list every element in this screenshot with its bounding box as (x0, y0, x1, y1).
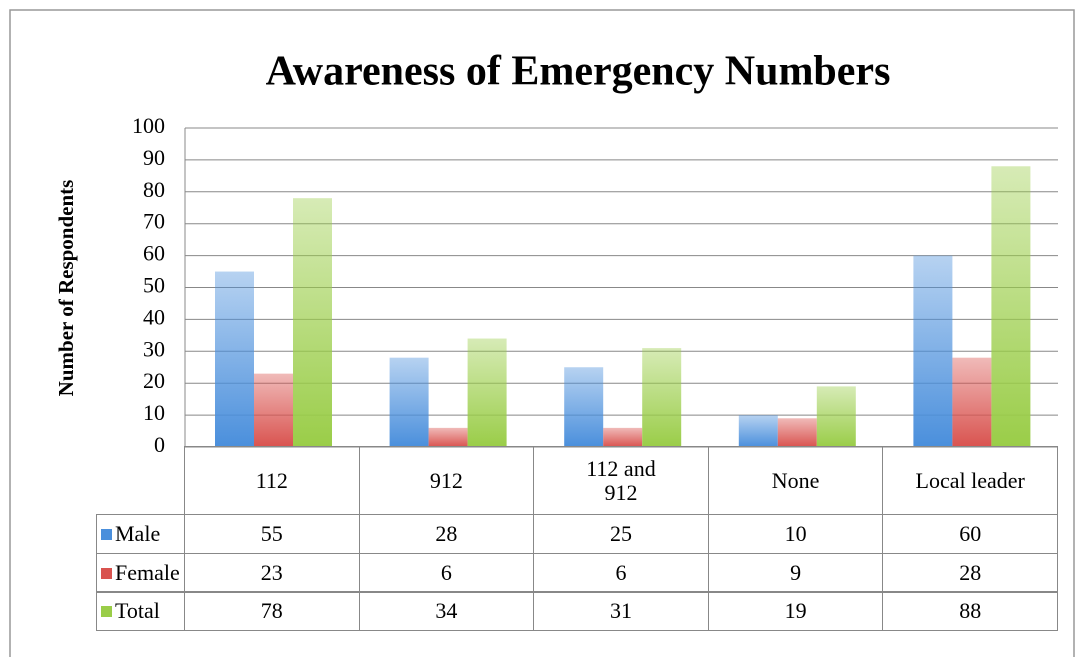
y-tick-label: 0 (154, 432, 165, 457)
value-cell-text: 10 (784, 521, 807, 546)
y-tick-label: 70 (143, 209, 165, 234)
category-cell-text: None (771, 467, 820, 493)
y-tick-label: 10 (143, 400, 165, 425)
value-cell: 23 (184, 553, 360, 593)
value-cell: 6 (533, 553, 709, 593)
value-cell: 31 (533, 591, 709, 631)
bar (389, 357, 429, 447)
bar (564, 367, 604, 447)
value-cell: 88 (882, 591, 1058, 631)
bar (816, 386, 856, 447)
category-cell: 112 and 912 (533, 446, 709, 515)
legend-label: Female (115, 560, 180, 585)
value-cell: 78 (184, 591, 360, 631)
category-cell-text: 912 (429, 467, 463, 493)
y-tick-label: 50 (143, 273, 165, 298)
y-axis-label: Number of Respondents (54, 180, 78, 397)
legend-cell: Total (96, 591, 185, 631)
value-cell: 28 (358, 514, 535, 554)
value-cell-text: 28 (959, 560, 982, 585)
y-tick-label: 30 (143, 336, 165, 361)
bar (952, 357, 992, 447)
category-cell-text: Local leader (915, 467, 1025, 493)
value-cell: 6 (358, 553, 535, 593)
legend-cell: Female (96, 553, 185, 593)
value-cell: 9 (707, 553, 884, 593)
category-cell: 912 (358, 446, 535, 515)
value-cell: 34 (358, 591, 535, 631)
value-cell-text: 23 (260, 560, 283, 585)
bar (254, 373, 293, 447)
y-tick-label: 90 (143, 145, 165, 170)
y-tick-label: 60 (143, 241, 165, 266)
value-cell-text: 34 (435, 598, 458, 623)
legend-key (101, 605, 112, 617)
value-cell: 60 (882, 514, 1058, 554)
legend-key (101, 567, 112, 579)
value-cell: 55 (184, 514, 360, 554)
frame (9, 9, 1075, 657)
bar (428, 427, 468, 447)
value-cell-text: 55 (260, 521, 283, 546)
value-cell-text: 28 (435, 521, 458, 546)
bar (467, 338, 507, 447)
value-cell-text: 6 (615, 560, 627, 585)
chart-title: Awareness of Emergency Numbers (266, 49, 891, 95)
y-tick-label: 20 (143, 368, 165, 393)
legend-label: Total (115, 598, 160, 623)
bar (777, 418, 817, 447)
bar (603, 427, 643, 447)
bar (991, 166, 1031, 447)
value-cell-text: 88 (959, 598, 982, 623)
category-cell: None (707, 446, 884, 515)
legend-key (101, 528, 112, 540)
category-cell: Local leader (882, 446, 1058, 515)
value-cell: 19 (707, 591, 884, 631)
bar (293, 198, 332, 447)
bar (642, 348, 682, 447)
y-tick-label: 100 (132, 113, 165, 138)
value-cell-text: 19 (784, 598, 807, 623)
value-cell-text: 60 (959, 521, 982, 546)
category-cell-text: 112 (255, 467, 288, 493)
value-cell-text: 78 (260, 598, 283, 623)
y-tick-label: 40 (143, 304, 165, 329)
bar (738, 415, 778, 447)
value-cell-text: 9 (790, 560, 802, 585)
legend-cell: Male (96, 514, 185, 554)
category-cell: 112 (184, 446, 360, 515)
y-tick-label: 80 (143, 177, 165, 202)
legend-label: Male (115, 521, 161, 546)
value-cell-text: 6 (440, 560, 452, 585)
value-cell-text: 31 (609, 598, 632, 623)
value-cell: 28 (882, 553, 1058, 593)
category-cell-text: 112 and 912 (586, 455, 656, 505)
value-cell: 25 (533, 514, 709, 554)
bar (215, 271, 254, 447)
bar (913, 255, 953, 447)
value-cell: 10 (707, 514, 884, 554)
value-cell-text: 25 (609, 521, 632, 546)
